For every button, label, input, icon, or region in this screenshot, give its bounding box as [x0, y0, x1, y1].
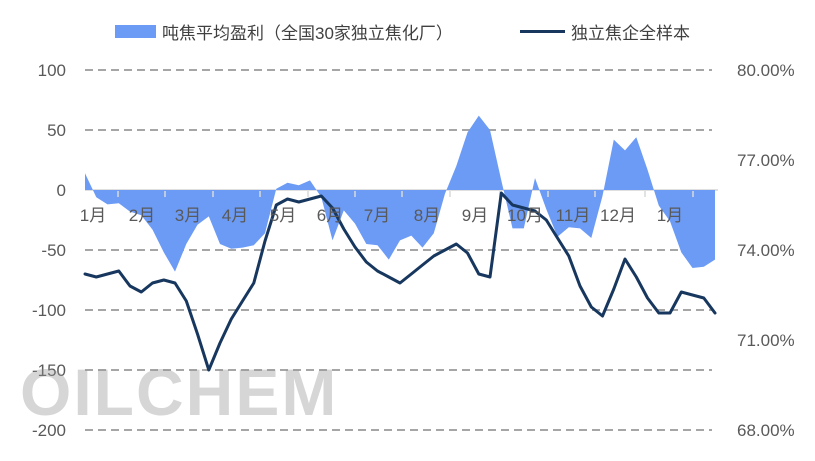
- y-axis-label-left: 100: [38, 61, 66, 80]
- x-axis-label: 10月: [507, 206, 543, 225]
- x-axis-label: 1月: [80, 206, 106, 225]
- y-axis-label-left: -50: [41, 241, 66, 260]
- y-axis-label-left: -150: [32, 361, 66, 380]
- y-axis-label-right: 68.00%: [737, 421, 795, 440]
- x-axis-label: 6月: [317, 206, 343, 225]
- x-axis-label: 12月: [600, 206, 636, 225]
- x-axis-label: 9月: [462, 206, 488, 225]
- x-axis-label: 7月: [364, 206, 390, 225]
- x-axis-label: 2月: [129, 206, 155, 225]
- y-axis-label-left: 0: [57, 181, 66, 200]
- y-axis-label-left: -200: [32, 421, 66, 440]
- y-axis-label-right: 77.00%: [737, 151, 795, 170]
- area-series: [85, 115, 715, 272]
- y-axis-label-left: 50: [47, 121, 66, 140]
- x-axis-label: 4月: [222, 206, 248, 225]
- line-series: [83, 191, 717, 372]
- y-axis-label-right: 74.00%: [737, 241, 795, 260]
- y-axis-label-right: 80.00%: [737, 61, 795, 80]
- y-axis-label-right: 71.00%: [737, 331, 795, 350]
- x-axis-label: 11月: [556, 206, 591, 225]
- x-axis-label: 1月: [657, 206, 683, 225]
- y-axis-label-left: -100: [32, 301, 66, 320]
- x-axis-label: 8月: [414, 206, 440, 225]
- x-axis-label: 3月: [175, 206, 201, 225]
- x-axis-label: 5月: [270, 206, 296, 225]
